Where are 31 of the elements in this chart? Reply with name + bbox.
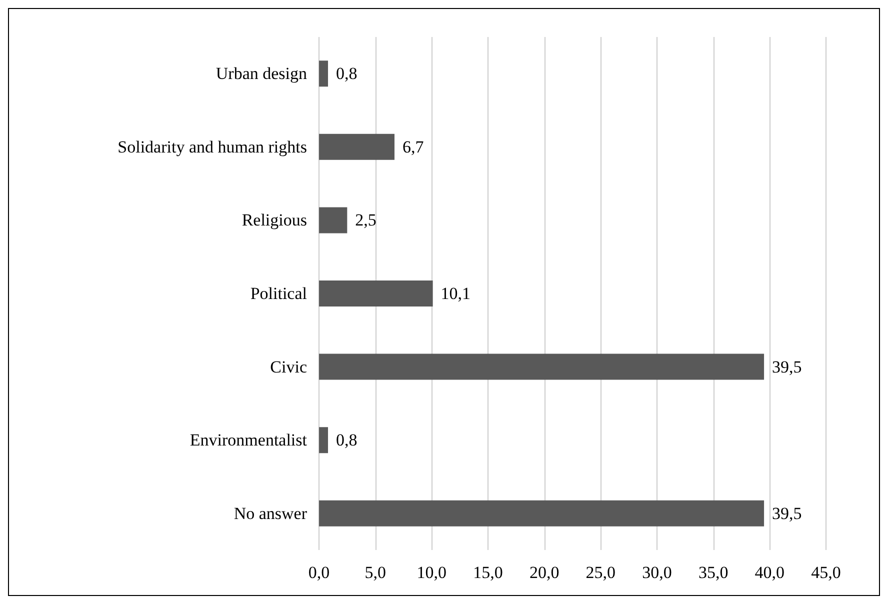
x-tick-label: 15,0 (473, 563, 503, 582)
y-tick-label: Environmentalist (190, 430, 308, 450)
data-label: 6,7 (402, 137, 424, 156)
bar (319, 134, 394, 160)
data-label: 0,8 (336, 64, 358, 84)
data-label: 0,8 (336, 430, 358, 450)
data-label: 39,5 (772, 504, 802, 523)
x-tick-label: 0,0 (308, 563, 330, 582)
bar (319, 427, 328, 454)
x-tick-label: 20,0 (529, 563, 560, 582)
y-tick-label: Solidarity and human rights (118, 137, 307, 156)
bar (319, 500, 764, 526)
y-tick-label: Urban design (216, 64, 308, 84)
x-tick-label: 40,0 (754, 563, 785, 582)
bar (319, 354, 764, 380)
y-tick-label: Civic (270, 357, 308, 376)
y-tick-label: Political (250, 284, 308, 303)
bar (319, 207, 348, 234)
data-label: 2,5 (355, 210, 376, 230)
data-label: 39,5 (772, 357, 802, 376)
bar (319, 60, 328, 87)
bar (319, 280, 433, 306)
x-tick-label: 35,0 (698, 563, 728, 582)
x-tick-label: 45,0 (811, 563, 841, 582)
x-tick-label: 10,0 (416, 563, 447, 582)
x-tick-label: 30,0 (642, 563, 672, 582)
y-tick-label: No answer (234, 504, 308, 523)
x-tick-label: 5,0 (364, 563, 386, 582)
x-tick-label: 25,0 (586, 563, 616, 582)
data-label: 10,1 (440, 284, 471, 303)
y-tick-label: Religious (242, 210, 307, 230)
